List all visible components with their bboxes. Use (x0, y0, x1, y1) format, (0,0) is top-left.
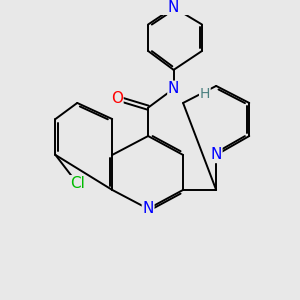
Text: N: N (168, 81, 179, 96)
Text: N: N (168, 0, 179, 15)
Text: Cl: Cl (70, 176, 85, 191)
Text: N: N (211, 147, 222, 162)
Text: H: H (200, 86, 210, 100)
Text: O: O (111, 91, 123, 106)
Text: N: N (142, 201, 154, 216)
